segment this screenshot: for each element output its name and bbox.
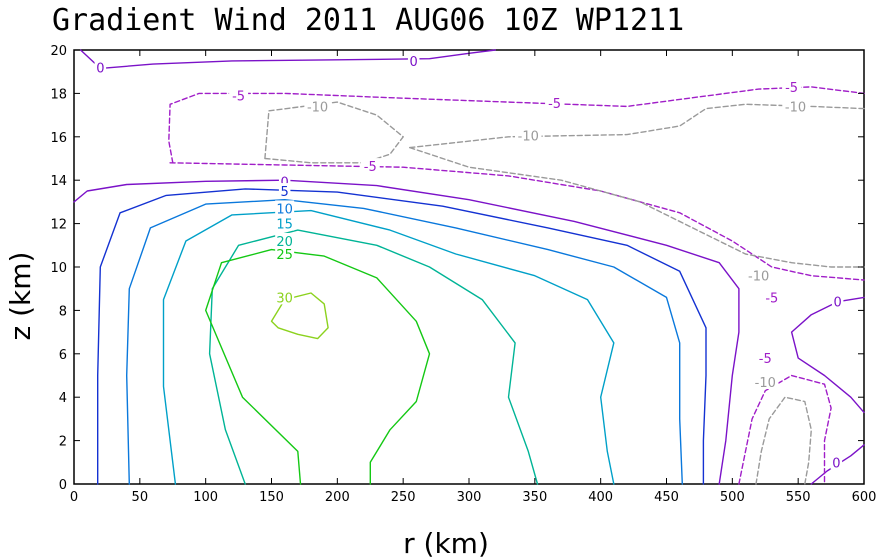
contour-label-bg-6 [545, 95, 565, 111]
contour-cm10-left [264, 101, 404, 164]
contour-label-bg-12 [515, 127, 542, 143]
x-tick-label-200: 200 [325, 490, 350, 505]
contour-label-13: -10 [785, 100, 806, 115]
contour-labels: 0 0000-5-5-5-5-5-5-10-10-10-10-1051015202… [94, 52, 844, 471]
contour-label-bg-11 [304, 98, 331, 114]
contour-label-3: 0 [834, 296, 842, 311]
contour-label-bg-3 [831, 293, 844, 309]
axis-ticks: 0 50 100 150 200 250 300 350 400 450 500 550 6000246… [50, 44, 876, 505]
x-tick-label-150: 150 [259, 490, 284, 505]
contour-label-bg-17 [275, 200, 295, 216]
contour-label-16: 5 [281, 185, 289, 200]
contour-label-18: 15 [276, 218, 293, 233]
contour-c20 [208, 229, 539, 485]
contour-label-bg-19 [275, 232, 295, 248]
contour-label-bg-8 [360, 158, 380, 174]
contour-label-bg-9 [762, 289, 782, 305]
x-tick-label-600: 600 [852, 490, 877, 505]
contour-label-4: 0 [832, 456, 840, 471]
y-tick-label-2: 2 [59, 435, 67, 450]
contour-label-12: -10 [518, 130, 539, 145]
contour-label-bg-16 [278, 183, 291, 199]
y-tick-label-18: 18 [50, 87, 67, 102]
contour-label-bg-20 [275, 245, 295, 261]
contour-cm5-right [738, 374, 832, 485]
contour-label-bg-15 [752, 374, 779, 390]
contour-c5 [96, 188, 707, 485]
contour-label-0: 0 [96, 61, 104, 76]
y-tick-label-0: 0 [59, 478, 67, 493]
contour-label-1: 0 [410, 55, 418, 70]
x-tick-label-0: 0 [70, 490, 78, 505]
contour-label-bg-5 [229, 87, 249, 103]
contour-label-10: -5 [759, 352, 772, 367]
x-tick-label-100: 100 [193, 490, 218, 505]
y-tick-label-16: 16 [50, 131, 67, 146]
contour-label-bg-0 [94, 59, 107, 75]
y-tick-label-4: 4 [59, 391, 67, 406]
contour-c15 [162, 209, 615, 485]
contour-label-17: 10 [276, 202, 293, 217]
contour-label-6: -5 [548, 97, 561, 112]
contour-label-bg-13 [782, 98, 809, 114]
x-tick-label-450: 450 [654, 490, 679, 505]
x-tick-label-500: 500 [720, 490, 745, 505]
y-tick-label-8: 8 [59, 304, 67, 319]
contour-label-bg-10 [755, 350, 775, 366]
contour-label-14: -10 [748, 270, 769, 285]
contour-label-bg-4 [830, 454, 843, 470]
x-tick-label-50: 50 [132, 490, 149, 505]
y-tick-label-6: 6 [59, 348, 67, 363]
x-tick-label-250: 250 [391, 490, 416, 505]
x-tick-label-550: 550 [786, 490, 811, 505]
contour-label-21: 30 [276, 291, 293, 306]
y-tick-label-14: 14 [50, 174, 67, 189]
contour-label-bg-1 [407, 52, 420, 68]
contour-label-bg-7 [782, 78, 802, 94]
contour-label-bg-2 [278, 173, 291, 189]
contour-lines [73, 49, 865, 485]
contour-label-2: 0 [281, 175, 289, 190]
contour-cm5-top [168, 86, 865, 164]
x-tick-label-400: 400 [588, 490, 613, 505]
contour-label-9: -5 [765, 291, 778, 306]
contour-c25 [204, 248, 431, 485]
contour-label-bg-21 [275, 289, 295, 305]
contour-label-8: -5 [364, 160, 377, 175]
contour-label-bg-14 [745, 267, 772, 283]
contour-c10 [125, 198, 683, 485]
x-tick-label-350: 350 [522, 490, 547, 505]
contour-c0-main [73, 179, 740, 485]
y-tick-label-10: 10 [50, 261, 67, 276]
x-axis-title: r (km) [403, 527, 489, 559]
contour-label-11: -10 [307, 100, 328, 115]
contour-label-7: -5 [785, 81, 798, 96]
contour-label-bg-18 [275, 215, 295, 231]
contour-cm10-right [755, 396, 812, 485]
contour-c0-top [79, 49, 496, 70]
contour-label-15: -10 [755, 376, 776, 391]
contour-cm10-lower [409, 146, 865, 268]
contour-label-5: -5 [232, 90, 245, 105]
y-tick-label-12: 12 [50, 218, 67, 233]
contour-label-20: 25 [276, 248, 293, 263]
y-axis-title: z (km) [4, 252, 37, 341]
y-tick-label-20: 20 [50, 44, 67, 59]
chart-title: Gradient Wind 2011 AUG06 10Z WP1211 [52, 3, 684, 38]
x-tick-label-300: 300 [457, 490, 482, 505]
plot-frame [73, 49, 865, 485]
